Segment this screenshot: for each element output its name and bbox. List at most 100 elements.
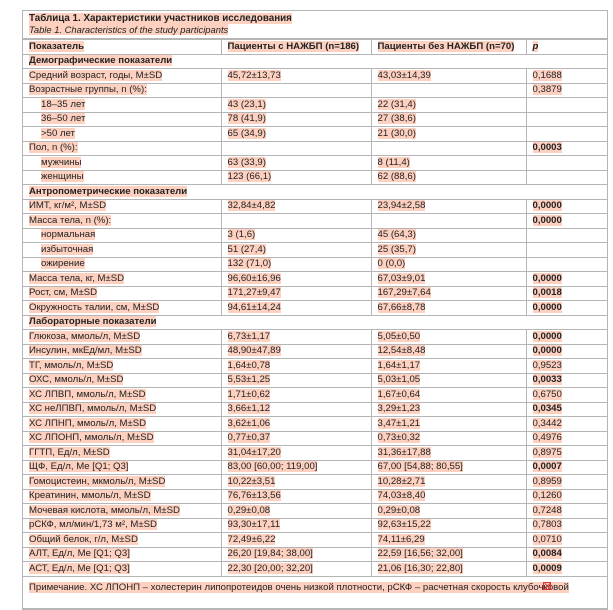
row-label: Средний возраст, годы, M±SD <box>23 68 222 84</box>
section-row: Антропометрические показатели <box>23 184 607 200</box>
p-value: 0,0000 <box>525 329 607 345</box>
nafld-value: 10,22±3,51 <box>220 474 372 490</box>
nafld-value: 72,49±6,22 <box>220 532 372 548</box>
row-label: ЩФ, Ед/л, Me [Q1; Q3] <box>23 459 222 475</box>
row-label: Глюкоза, ммоль/л, M±SD <box>23 329 222 345</box>
table-row: рСКФ, мл/мин/1,73 м², M±SD 93,30±17,11 92,… <box>23 517 607 533</box>
nafld-value: 96,60±16,96 <box>220 271 372 287</box>
p-value: 0,1688 <box>525 68 607 84</box>
caption-ru: Таблица 1. Характеристики участников исс… <box>29 13 292 24</box>
header-row: Показатель Пациенты с НАЖБП (n=186) Паци… <box>23 39 607 55</box>
p-value: 0,6750 <box>525 387 607 403</box>
nafld-value: 0,29±0,08 <box>220 503 372 519</box>
table-row: >50 лет 65 (34,9) 21 (30,0) <box>23 126 607 142</box>
nafld-value: 6,73±1,17 <box>220 329 372 345</box>
table-row: ТГ, ммоль/л, M±SD 1,64±0,78 1,64±1,17 0,952… <box>23 358 607 374</box>
nafld-value <box>220 82 372 98</box>
p-value: 0,0000 <box>525 198 607 214</box>
p-value: 0,0018 <box>525 285 607 301</box>
table-row: Средний возраст, годы, M±SD 45,72±13,73 43… <box>23 68 607 84</box>
p-value: 0,0000 <box>525 271 607 287</box>
table-row: Пол, n (%): 0,0003 <box>23 140 607 156</box>
p-value <box>525 155 607 171</box>
nafld-value: 78 (41,9) <box>220 111 372 127</box>
table-caption: Таблица 1. Характеристики участников исс… <box>23 11 607 39</box>
control-value: 10,28±2,71 <box>370 474 527 490</box>
table-row: Мочевая кислота, ммоль/л, M±SD 0,29±0,08 0… <box>23 503 607 519</box>
characteristics-table: Показатель Пациенты с НАЖБП (n=186) Паци… <box>23 39 607 609</box>
header-cell: Пациенты с НАЖБП (n=186) <box>220 39 372 55</box>
row-label: Гомоцистеин, мкмоль/л, M±SD <box>23 474 222 490</box>
p-value <box>525 126 607 142</box>
row-label: ХС ЛПВП, ммоль/л, M±SD <box>23 387 222 403</box>
control-value: 22 (31,4) <box>370 97 527 113</box>
control-value: 62 (88,6) <box>370 169 527 185</box>
p-value <box>525 227 607 243</box>
table-row: Возрастные группы, n (%): 0,3879 <box>23 82 607 98</box>
row-label: Рост, см, M±SD <box>23 285 222 301</box>
nafld-value: 26,20 [19,84; 38,00] <box>220 546 372 562</box>
nafld-value: 31,04±17,20 <box>220 445 372 461</box>
row-label: Масса тела, n (%): <box>23 213 222 229</box>
p-value: 0,4976 <box>525 430 607 446</box>
control-value: 0,73±0,32 <box>370 430 527 446</box>
table-row: ГГТП, Ед/л, M±SD 31,04±17,20 31,36±17,88 0,… <box>23 445 607 461</box>
row-label: Мочевая кислота, ммоль/л, M±SD <box>23 503 222 519</box>
control-value: 21 (30,0) <box>370 126 527 142</box>
row-label: нормальная <box>23 227 222 243</box>
control-value: 27 (38,6) <box>370 111 527 127</box>
control-value <box>370 140 527 156</box>
nafld-value: 48,90±47,89 <box>220 343 372 359</box>
nafld-value: 65 (34,9) <box>220 126 372 142</box>
control-value: 92,63±15,22 <box>370 517 527 533</box>
nafld-value: 93,30±17,11 <box>220 517 372 533</box>
p-value <box>525 169 607 185</box>
table-row: Рост, см, M±SD 171,27±9,47 167,29±7,64 0,00… <box>23 285 607 301</box>
nafld-value: 43 (23,1) <box>220 97 372 113</box>
p-value <box>525 97 607 113</box>
p-value: 0,0710 <box>525 532 607 548</box>
p-value: 0,0009 <box>525 561 607 577</box>
table-row: Глюкоза, ммоль/л, M±SD 6,73±1,17 5,05±0,50… <box>23 329 607 345</box>
table-row: ХС неЛПВП, ммоль/л, M±SD 3,66±1,12 3,29±1,… <box>23 401 607 417</box>
row-label: Инсулин, мкЕд/мл, M±SD <box>23 343 222 359</box>
p-value: 0,0000 <box>525 343 607 359</box>
control-value: 23,94±2,58 <box>370 198 527 214</box>
row-label: АСТ, Ед/л, Me [Q1; Q3] <box>23 561 222 577</box>
p-value: 0,0000 <box>525 213 607 229</box>
table-row: Гомоцистеин, мкмоль/л, M±SD 10,22±3,51 10,… <box>23 474 607 490</box>
control-value: 0 (0,0) <box>370 256 527 272</box>
nafld-value: 123 (66,1) <box>220 169 372 185</box>
nafld-value: 94,61±14,24 <box>220 300 372 316</box>
row-label: ХС неЛПВП, ммоль/л, M±SD <box>23 401 222 417</box>
row-label: АЛТ, Ед/л, Me [Q1; Q3] <box>23 546 222 562</box>
table-row: ожирение 132 (71,0) 0 (0,0) <box>23 256 607 272</box>
nafld-value: 3 (1,6) <box>220 227 372 243</box>
nafld-value: 3,66±1,12 <box>220 401 372 417</box>
nafld-value: 5,53±1,25 <box>220 372 372 388</box>
nafld-value: 45,72±13,73 <box>220 68 372 84</box>
control-value: 43,03±14,39 <box>370 68 527 84</box>
control-value: 5,03±1,05 <box>370 372 527 388</box>
control-value: 1,67±0,64 <box>370 387 527 403</box>
control-value: 22,59 [16,56; 32,00] <box>370 546 527 562</box>
nafld-value <box>220 140 372 156</box>
caption-en: Table 1. Characteristics of the study pa… <box>29 24 229 35</box>
nafld-value <box>220 213 372 229</box>
row-label: 36–50 лет <box>23 111 222 127</box>
row-label: Креатинин, ммоль/л, M±SD <box>23 488 222 504</box>
control-value: 167,29±7,64 <box>370 285 527 301</box>
section-title: Лабораторные показатели <box>23 314 607 330</box>
table-row: Инсулин, мкЕд/мл, M±SD 48,90±47,89 12,54±8… <box>23 343 607 359</box>
control-value: 67,03±9,01 <box>370 271 527 287</box>
row-label: Окружность талии, см, M±SD <box>23 300 222 316</box>
table-row: 36–50 лет 78 (41,9) 27 (38,6) <box>23 111 607 127</box>
row-label: ИМТ, кг/м², M±SD <box>23 198 222 214</box>
nafld-value: 76,76±13,56 <box>220 488 372 504</box>
control-value: 74,11±6,29 <box>370 532 527 548</box>
control-value: 31,36±17,88 <box>370 445 527 461</box>
p-value: 0,0345 <box>525 401 607 417</box>
control-value: 3,29±1,23 <box>370 401 527 417</box>
p-value: 0,3442 <box>525 416 607 432</box>
p-value: 0,9523 <box>525 358 607 374</box>
